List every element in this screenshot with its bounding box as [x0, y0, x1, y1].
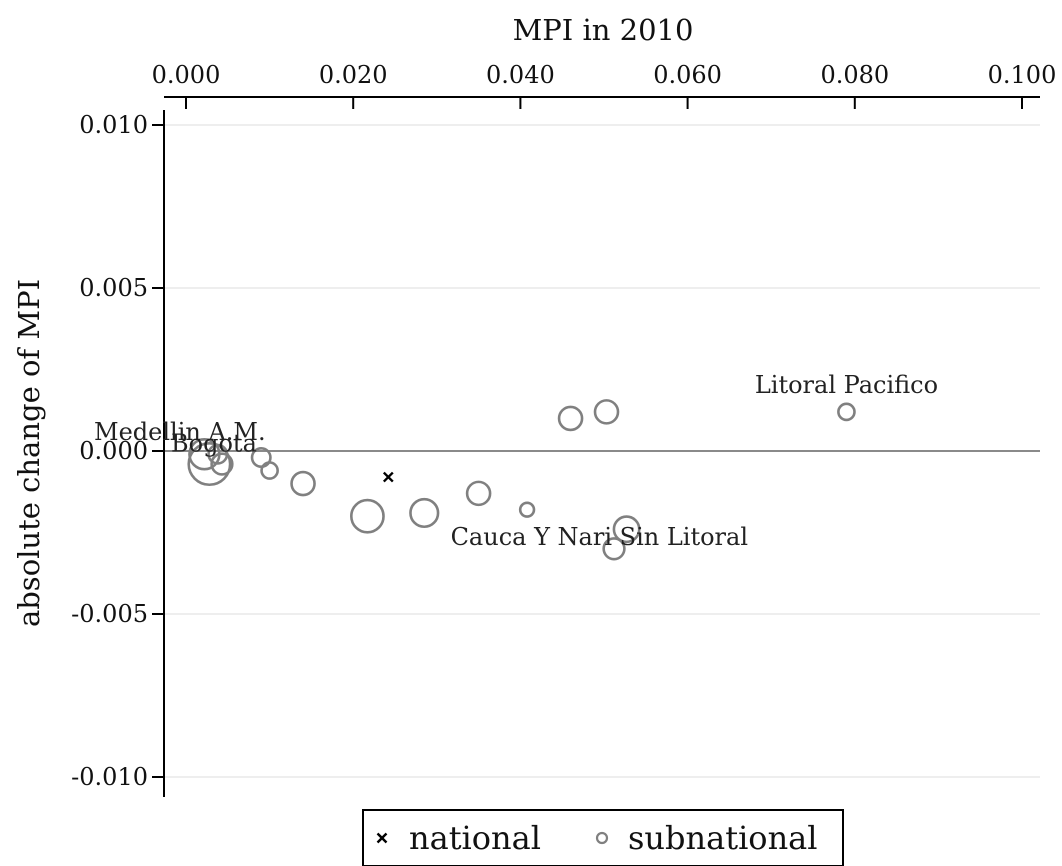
- subnational-point-3: [210, 452, 234, 476]
- y-tick-label-2: 0.000: [79, 437, 148, 465]
- x-tick-label-0: 0.000: [152, 61, 221, 89]
- legend-label-national: national: [409, 819, 541, 857]
- subnational-point-8: [409, 497, 440, 529]
- legend-marker-subnational: [595, 831, 609, 845]
- annotations: Medellin A.M.Bogota Litoral Pacifico Cauca…: [94, 371, 938, 551]
- subnational-point-11: [557, 405, 584, 432]
- y-tick-label-4: -0.010: [71, 763, 148, 791]
- subnational-point-13: [602, 537, 626, 561]
- x-tick-label-2: 0.040: [486, 61, 555, 89]
- annotation-3: Cauca Y Nari Sin Litoral: [451, 523, 748, 551]
- y-tick-label-0: 0.010: [79, 111, 148, 139]
- legend-items: national subnational: [376, 819, 817, 857]
- axes: 0.010 0.005 0.000 -0.005 -0.010 0.000 0.020 0.0…: [71, 61, 1056, 797]
- legend-label-subnational: subnational: [628, 819, 817, 857]
- x-axis-title: MPI in 2010: [513, 13, 694, 47]
- x-tick-label-1: 0.020: [319, 61, 388, 89]
- annotation-1: Bogota: [171, 429, 257, 457]
- legend-box: [362, 809, 844, 866]
- x-tick-label-3: 0.060: [653, 61, 722, 89]
- y-tick-label-1: 0.005: [79, 274, 148, 302]
- national-point-0-stroke-b: [382, 471, 394, 483]
- subnational-point-9: [465, 480, 492, 507]
- y-axis-title: absolute change of MPI: [12, 279, 46, 627]
- legend-marker-national-b: [376, 832, 388, 844]
- annotation-2: Litoral Pacifico: [755, 371, 938, 399]
- y-tick-label-3: -0.005: [71, 600, 148, 628]
- legend: national subnational: [362, 809, 844, 866]
- subnational-point-12: [593, 399, 620, 425]
- subnational-point-7: [350, 498, 385, 534]
- subnational-point-5: [260, 461, 279, 480]
- subnational-point-1: [187, 442, 232, 487]
- gridlines: [164, 124, 1040, 778]
- annotation-0: Medellin A.M.: [94, 418, 266, 446]
- subnational-point-6: [290, 470, 316, 497]
- x-tick-label-4: 0.080: [820, 61, 889, 89]
- subnational-point-10: [518, 501, 536, 518]
- data-points: [187, 399, 856, 561]
- x-tick-label-5: 0.100: [988, 61, 1057, 89]
- national-point-0: [382, 471, 394, 483]
- subnational-point-15: [837, 402, 856, 422]
- subnational-point-14: [612, 515, 641, 544]
